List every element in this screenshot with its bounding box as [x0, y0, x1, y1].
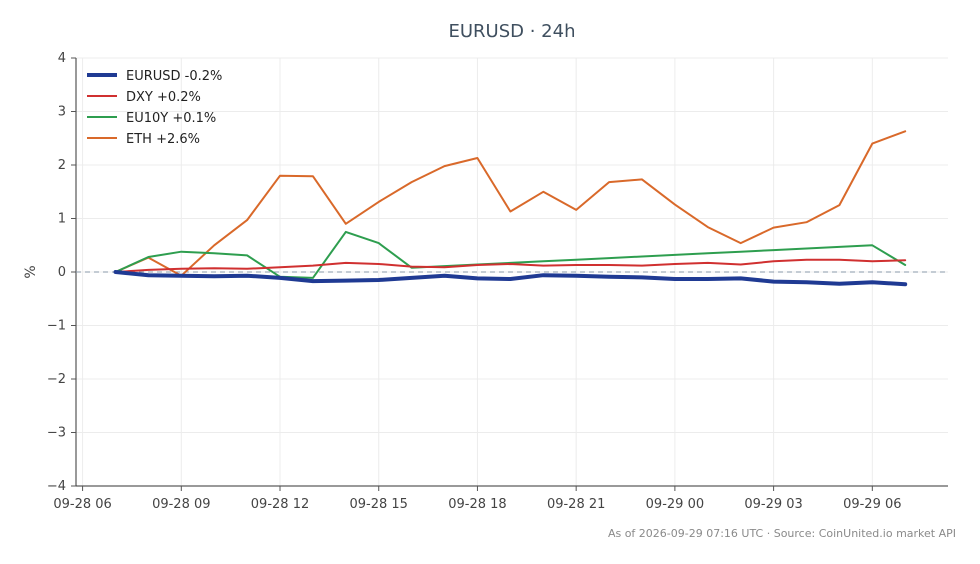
- chart-footer: As of 2026-09-29 07:16 UTC · Source: Coi…: [608, 527, 956, 540]
- y-tick-label: 4: [58, 51, 66, 66]
- legend-label: ETH +2.6%: [126, 132, 200, 147]
- series-line: [114, 258, 907, 273]
- series-line: [114, 230, 907, 279]
- x-tick-label: 09-28 06: [53, 497, 111, 512]
- y-tick-label: 2: [58, 158, 66, 173]
- legend-label: EU10Y +0.1%: [126, 111, 216, 126]
- x-tick-label: 09-28 21: [547, 497, 605, 512]
- x-tick-label: 09-29 06: [843, 497, 901, 512]
- y-tick-label: −3: [47, 426, 66, 441]
- y-axis-label: %: [23, 265, 39, 278]
- y-tick-label: 3: [58, 105, 66, 120]
- y-tick-label: −1: [47, 319, 66, 334]
- x-tick-label: 09-29 00: [646, 497, 704, 512]
- series-lines: [113, 130, 908, 287]
- x-tick-label: 09-28 18: [448, 497, 506, 512]
- x-tick-label: 09-28 15: [350, 497, 408, 512]
- y-tick-label: 1: [58, 212, 66, 227]
- series-line: [114, 130, 907, 277]
- x-axis-ticks: 09-28 06 09-28 09 09-28 12 09-28 15 09-28 18…: [53, 486, 902, 512]
- x-tick-label: 09-29 03: [744, 497, 802, 512]
- y-axis-ticks: −4 −3 −2 −1 0 1 2 3 4: [47, 51, 76, 494]
- x-tick-label: 09-28 09: [152, 497, 210, 512]
- x-tick-label: 09-28 12: [251, 497, 309, 512]
- y-tick-label: −4: [47, 479, 66, 494]
- y-tick-label: −2: [47, 372, 66, 387]
- series-line: [113, 270, 908, 287]
- legend-label: EURUSD -0.2%: [126, 69, 222, 84]
- legend-label: DXY +0.2%: [126, 90, 201, 105]
- chart-title: EURUSD · 24h: [449, 21, 576, 42]
- y-tick-label: 0: [58, 265, 66, 280]
- legend: EURUSD -0.2% DXY +0.2% EU10Y +0.1% ETH +2.6…: [87, 69, 222, 147]
